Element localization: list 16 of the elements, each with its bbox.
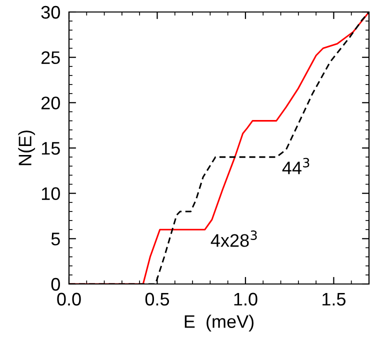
y-tick-label: 15 (42, 142, 60, 155)
y-axis-title: N(E) (18, 130, 36, 166)
y-tick-label: 30 (41, 6, 60, 19)
line-series (69, 12, 369, 284)
x-tick-label: 0.5 (145, 292, 170, 306)
x-tick-label: 1.0 (234, 292, 258, 306)
annotation: 44$^{3}$ (282, 158, 310, 174)
annotation: 4x28$^{3}$ (210, 230, 257, 247)
y-tick-label: 20 (41, 96, 60, 110)
x-axis-title: E (meV) (184, 314, 254, 332)
y-tick-label: 10 (42, 187, 60, 200)
x-tick-label: 0.0 (57, 292, 81, 306)
y-tick-label: 25 (41, 51, 60, 64)
y-tick-label: 5 (51, 232, 60, 246)
y-tick-label: 0 (51, 278, 60, 291)
x-tick-label: 1.5 (322, 292, 346, 306)
